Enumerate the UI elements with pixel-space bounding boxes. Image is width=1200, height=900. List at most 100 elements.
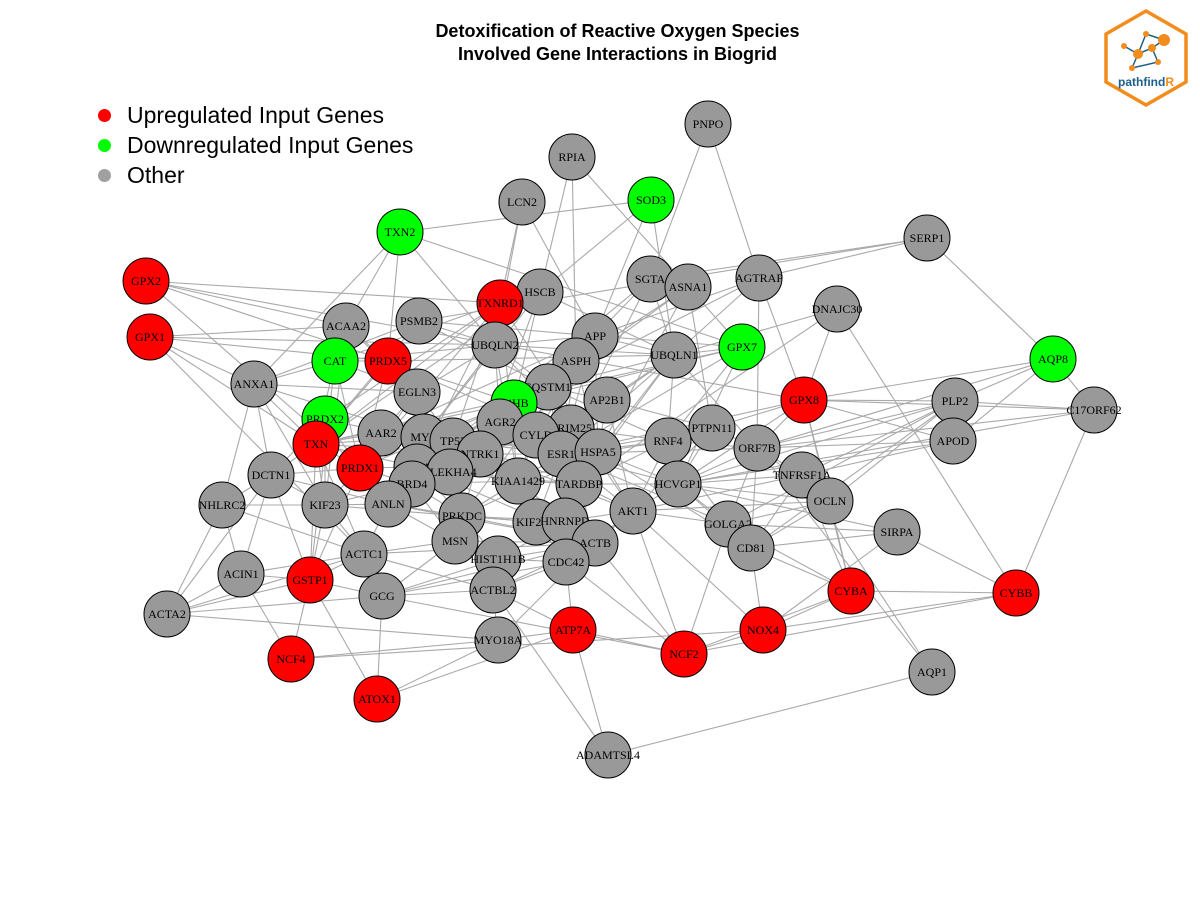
- edge-aqp1-adamtsl4: [607, 671, 933, 756]
- node-circle-myo18a: [474, 616, 522, 664]
- node-serp1: SERP1: [903, 214, 951, 262]
- node-label-tardbp: TARDBP: [556, 477, 603, 491]
- node-anxa1: ANXA1: [230, 360, 278, 408]
- node-acaa2: ACAA2: [322, 302, 370, 350]
- node-txnrd1: TXNRD1: [476, 279, 524, 327]
- node-label-txn2: TXN2: [385, 225, 416, 239]
- node-label-gcg: GCG: [369, 589, 395, 603]
- node-label-ncf2: NCF2: [669, 647, 698, 661]
- node-ubqln2: UBQLN2: [471, 321, 519, 369]
- node-aar2: AAR2: [357, 409, 405, 457]
- node-psmb2: PSMB2: [395, 297, 443, 345]
- legend-label-other: Other: [127, 162, 185, 188]
- edge-apod-orf7b: [756, 440, 954, 449]
- edge-atp7a-atox1: [376, 629, 574, 700]
- node-label-sod3: SOD3: [636, 193, 666, 207]
- node-circle-akt1: [609, 487, 657, 535]
- node-label-acin1: ACIN1: [223, 567, 258, 581]
- node-label-plekha4: PLEKHA4: [423, 465, 476, 479]
- node-label-hnrnpd: HNRNPD: [540, 514, 590, 528]
- figure-title: Detoxification of Reactive Oxygen Specie…: [0, 20, 1200, 66]
- node-circle-ubqln2: [471, 321, 519, 369]
- node-atox1: ATOX1: [353, 675, 401, 723]
- node-circle-kif23: [301, 481, 349, 529]
- node-circle-lcn2: [498, 178, 546, 226]
- node-nhlrc2: NHLRC2: [198, 481, 246, 529]
- legend-label-upregulated: Upregulated Input Genes: [127, 102, 385, 128]
- node-orf7b: ORF7B: [733, 424, 781, 472]
- node-label-cyba: CYBA: [834, 584, 868, 598]
- node-label-prdx1: PRDX1: [341, 461, 379, 475]
- node-circle-asna1: [664, 263, 712, 311]
- node-circle-ncf2: [660, 630, 708, 678]
- node-label-ap2b1: AP2B1: [589, 393, 624, 407]
- node-circle-atox1: [353, 675, 401, 723]
- node-cdc42: CDC42: [542, 538, 590, 586]
- edge-gpx8-plp2: [803, 399, 956, 402]
- node-label-atp7a: ATP7A: [555, 623, 591, 637]
- node-acin1: ACIN1: [217, 550, 265, 598]
- node-label-ubqln2: UBQLN2: [471, 338, 518, 352]
- node-circle-atp7a: [549, 606, 597, 654]
- node-anln: ANLN: [364, 480, 412, 528]
- edge-cybb-nox4: [762, 592, 1017, 631]
- edge-txn2-anxa1: [253, 231, 401, 385]
- edge-c17orf62-cybb: [1015, 409, 1095, 594]
- node-circle-orf7b: [733, 424, 781, 472]
- node-label-acta2: ACTA2: [148, 607, 186, 621]
- node-label-cat: CAT: [324, 354, 347, 368]
- node-gpx8: GPX8: [780, 376, 828, 424]
- node-circle-agtrap: [735, 254, 783, 302]
- node-label-atox1: ATOX1: [358, 692, 396, 706]
- node-label-pnpo: PNPO: [693, 117, 724, 131]
- node-dnajc30: DNAJC30: [812, 285, 862, 333]
- node-circle-aqp1: [908, 648, 956, 696]
- edge-gpx8-apod: [803, 399, 954, 442]
- edge-serp1-aqp8: [926, 237, 1054, 360]
- edge-akt1-ncf2: [632, 510, 685, 655]
- node-circle-prdx1: [336, 444, 384, 492]
- node-circle-msn: [431, 517, 479, 565]
- node-circle-adamtsl4: [584, 731, 632, 779]
- node-circle-nox4: [739, 606, 787, 654]
- node-circle-apod: [929, 417, 977, 465]
- node-gpx1: GPX1: [126, 313, 174, 361]
- node-kiaa1429: KIAA1429: [491, 457, 545, 505]
- figure-title-line-2: Involved Gene Interactions in Biogrid: [457, 44, 778, 64]
- legend-swatch-other: [98, 169, 111, 182]
- node-circle-prdx5: [364, 337, 412, 385]
- node-label-orf7b: ORF7B: [738, 441, 775, 455]
- edge-plp2-tnfrsf1a: [801, 400, 956, 476]
- node-c17orf62: C17ORF62: [1066, 386, 1122, 434]
- edge-dnajc30-tardbp: [578, 308, 838, 485]
- node-label-tnfrsf1a: TNFRSF1A: [773, 468, 832, 482]
- node-circle-cdc42: [542, 538, 590, 586]
- edge-cdc42-ncf2: [565, 561, 685, 655]
- edge-gpx1-acaa2: [149, 325, 347, 338]
- node-label-dctn1: DCTN1: [252, 468, 291, 482]
- node-ncf4: NCF4: [267, 635, 315, 683]
- node-label-anln: ANLN: [371, 497, 405, 511]
- node-aqp1: AQP1: [908, 648, 956, 696]
- node-kif23: KIF23: [301, 481, 349, 529]
- node-adamtsl4: ADAMTSL4: [576, 731, 640, 779]
- node-txn2: TXN2: [376, 208, 424, 256]
- node-ocln: OCLN: [806, 477, 854, 525]
- node-circle-ocln: [806, 477, 854, 525]
- node-label-hspa5: HSPA5: [580, 445, 616, 459]
- logo-text-main: pathfind: [1118, 75, 1165, 89]
- node-nox4: NOX4: [739, 606, 787, 654]
- edge-gpx2-txnrd1: [145, 280, 501, 304]
- node-label-ptpn11: PTPN11: [692, 421, 733, 435]
- edge-apod-tnfrsf1a: [801, 440, 954, 476]
- node-lcn2: LCN2: [498, 178, 546, 226]
- node-label-ncf4: NCF4: [276, 652, 305, 666]
- node-hcvgp1: HCVGP1: [654, 460, 702, 508]
- node-ncf2: NCF2: [660, 630, 708, 678]
- node-circle-anxa1: [230, 360, 278, 408]
- node-label-cd81: CD81: [737, 541, 766, 555]
- edge-rpia-gpx7: [571, 156, 743, 348]
- node-plp2: PLP2: [931, 377, 979, 425]
- edge-akt1-nox4: [632, 510, 764, 631]
- node-circle-cyba: [827, 567, 875, 615]
